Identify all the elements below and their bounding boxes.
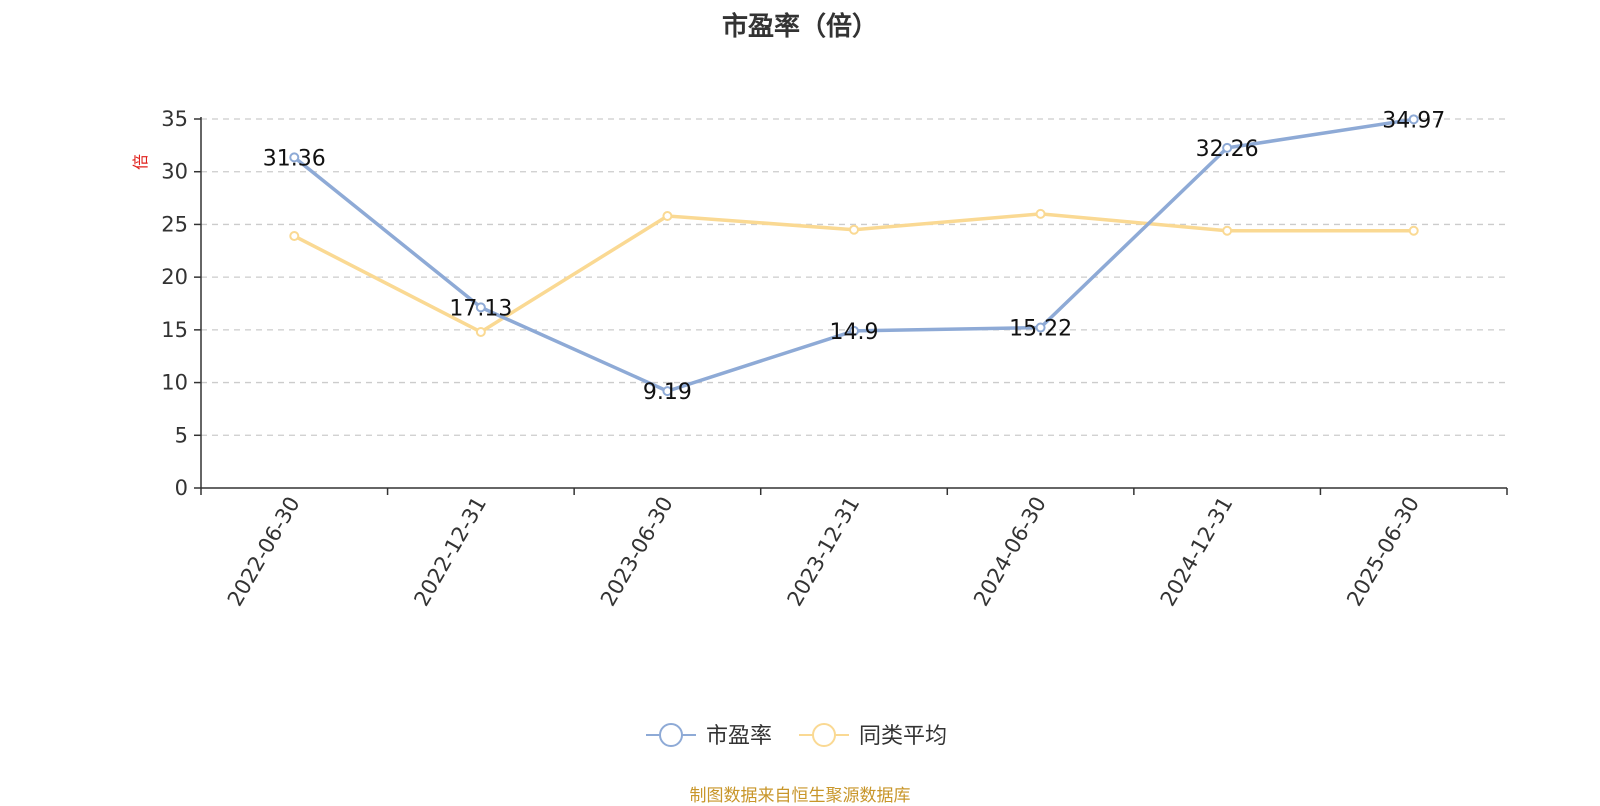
y-tick-label: 20 <box>161 265 188 289</box>
legend-label: 市盈率 <box>706 724 772 749</box>
data-point <box>1408 225 1419 236</box>
y-tick-label: 25 <box>161 212 188 236</box>
data-point <box>662 386 673 397</box>
data-point <box>849 325 859 336</box>
series-lines <box>289 114 1419 397</box>
data-label: 9.19 <box>643 380 692 405</box>
x-tick-label: 2025-06-30 <box>1342 493 1424 611</box>
data-point <box>475 326 486 337</box>
data-label: 14.9 <box>830 320 879 345</box>
y-tick-label: 35 <box>161 107 188 131</box>
data-point <box>849 224 859 235</box>
x-tick-label: 2024-12-31 <box>1156 493 1238 611</box>
y-tick-label: 15 <box>161 318 188 342</box>
data-point <box>1222 142 1233 153</box>
data-label: 32.26 <box>1196 137 1259 162</box>
data-point <box>475 302 486 313</box>
y-tick-label: 30 <box>161 160 188 184</box>
data-label: 15.22 <box>1009 317 1072 342</box>
x-tick-label: 2022-06-30 <box>223 493 305 611</box>
data-point <box>289 231 300 242</box>
y-tick-label: 5 <box>175 423 188 447</box>
data-label: 34.97 <box>1382 108 1445 133</box>
data-point <box>1222 225 1233 236</box>
x-tick-label: 2023-12-31 <box>783 493 865 611</box>
data-point <box>1035 208 1046 219</box>
x-tick-label: 2022-12-31 <box>409 493 491 611</box>
legend-marker-icon <box>812 723 836 747</box>
x-tick-label: 2024-06-30 <box>969 493 1051 611</box>
y-axis-unit-label: 倍 <box>131 154 150 170</box>
data-point <box>662 210 673 221</box>
data-labels: 31.36 17.13 9.19 14.9 15.22 32.26 34.97 <box>263 108 1445 405</box>
data-point <box>1408 114 1419 125</box>
chart-title: 市盈率（倍） <box>721 12 878 42</box>
legend-marker-icon <box>659 723 683 747</box>
data-label: 31.36 <box>263 146 326 171</box>
data-label: 17.13 <box>449 296 512 321</box>
legend-label: 同类平均 <box>859 724 947 749</box>
data-point <box>289 152 300 163</box>
y-tick-label: 0 <box>175 476 188 500</box>
x-tick-label: 2023-06-30 <box>596 493 678 611</box>
data-point <box>1035 322 1046 333</box>
source-note: 制图数据来自恒生聚源数据库 <box>689 786 911 806</box>
axes: 0 5 10 15 20 25 30 35 倍 2022-06-30 2022-12-31 2023-… <box>131 107 1508 611</box>
legend[interactable]: 市盈率 同类平均 <box>646 723 947 749</box>
y-tick-label: 10 <box>161 371 188 395</box>
grid-lines <box>201 118 1507 436</box>
